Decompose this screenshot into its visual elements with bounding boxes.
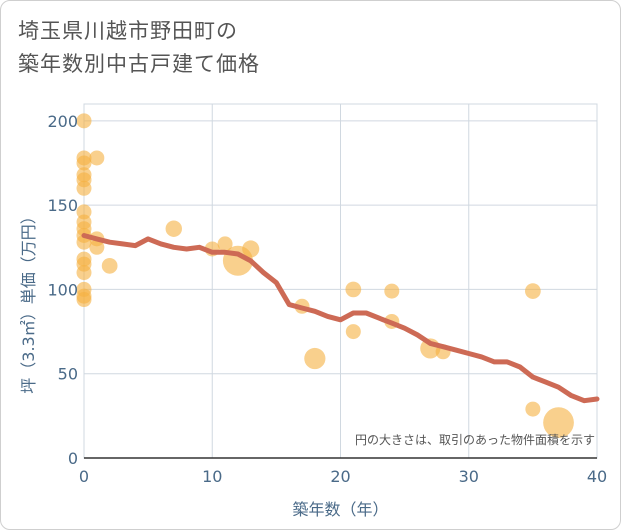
trend-line-layer (81, 233, 600, 404)
y-tick-label: 0 (68, 449, 78, 468)
y-tick-label: 100 (47, 280, 78, 299)
data-bubble (101, 257, 118, 274)
data-bubble (89, 239, 105, 255)
data-bubble (76, 292, 92, 308)
data-bubble (525, 401, 541, 417)
data-bubble (384, 283, 400, 299)
y-tick-label: 200 (47, 112, 78, 131)
data-bubble (76, 113, 92, 129)
data-bubble (525, 283, 541, 299)
data-bubble (242, 240, 260, 258)
x-axis-title: 築年数（年） (292, 500, 388, 519)
chart-title-line1: 埼玉県川越市野田町の (18, 19, 238, 43)
x-tick-label: 10 (202, 467, 222, 486)
bubble-layer (76, 113, 574, 438)
data-bubble (217, 236, 233, 252)
data-bubble (76, 265, 92, 281)
data-bubble (89, 150, 105, 166)
trend-line (81, 233, 600, 404)
data-bubble (76, 180, 92, 196)
y-tick-label: 150 (47, 196, 78, 215)
x-tick-label: 30 (459, 467, 479, 486)
data-bubble (304, 347, 326, 370)
x-tick-label: 20 (330, 467, 350, 486)
grid-layer (83, 103, 598, 459)
y-tick-label: 50 (58, 365, 78, 384)
chart-title-line2: 築年数別中古戸建て価格 (18, 52, 260, 76)
x-tick-label: 40 (587, 467, 607, 486)
chart-title: 埼玉県川越市野田町の 築年数別中古戸建て価格 (18, 15, 578, 81)
data-bubble (165, 220, 182, 237)
data-bubble (345, 324, 361, 340)
data-bubble (76, 155, 92, 171)
x-tick-label: 0 (79, 467, 89, 486)
bubble-size-note: 円の大きさは、取引のあった物件面積を示す (355, 432, 595, 447)
data-bubble (345, 281, 362, 298)
y-axis-title: 坪（3.3㎡）単価（万円） (19, 208, 38, 393)
data-bubble (543, 407, 574, 438)
tick-label-layer: 0 10 20 30 40 0 50 100 150 200 (47, 112, 607, 486)
